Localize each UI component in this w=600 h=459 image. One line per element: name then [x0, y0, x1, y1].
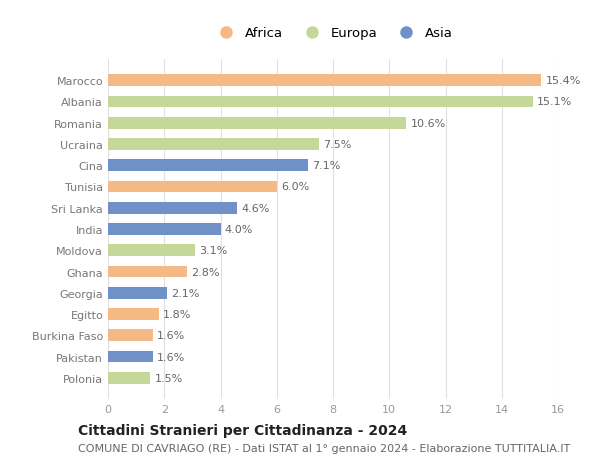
Bar [108, 308, 158, 320]
Text: 6.0%: 6.0% [281, 182, 309, 192]
Text: 15.1%: 15.1% [537, 97, 572, 107]
Text: 3.1%: 3.1% [199, 246, 227, 256]
Bar [108, 372, 150, 384]
Text: 1.6%: 1.6% [157, 352, 185, 362]
Bar [108, 266, 187, 278]
Bar [108, 351, 153, 363]
Text: 2.1%: 2.1% [171, 288, 200, 298]
Bar [108, 330, 153, 341]
Legend: Africa, Europa, Asia: Africa, Europa, Asia [208, 22, 458, 45]
Bar [108, 181, 277, 193]
Bar [108, 96, 533, 108]
Text: 4.6%: 4.6% [242, 203, 270, 213]
Bar [108, 224, 221, 235]
Text: 4.0%: 4.0% [225, 224, 253, 235]
Bar [108, 245, 195, 257]
Bar [108, 160, 308, 172]
Bar [108, 75, 541, 87]
Text: 1.5%: 1.5% [154, 373, 182, 383]
Text: 2.8%: 2.8% [191, 267, 220, 277]
Bar [108, 202, 238, 214]
Bar [108, 118, 406, 129]
Text: 1.8%: 1.8% [163, 309, 191, 319]
Text: 7.1%: 7.1% [312, 161, 340, 171]
Text: 1.6%: 1.6% [157, 330, 185, 341]
Text: COMUNE DI CAVRIAGO (RE) - Dati ISTAT al 1° gennaio 2024 - Elaborazione TUTTITALI: COMUNE DI CAVRIAGO (RE) - Dati ISTAT al … [78, 443, 570, 453]
Text: 15.4%: 15.4% [545, 76, 581, 86]
Bar [108, 287, 167, 299]
Text: 7.5%: 7.5% [323, 140, 352, 150]
Bar [108, 139, 319, 151]
Text: Cittadini Stranieri per Cittadinanza - 2024: Cittadini Stranieri per Cittadinanza - 2… [78, 423, 407, 437]
Text: 10.6%: 10.6% [410, 118, 446, 129]
